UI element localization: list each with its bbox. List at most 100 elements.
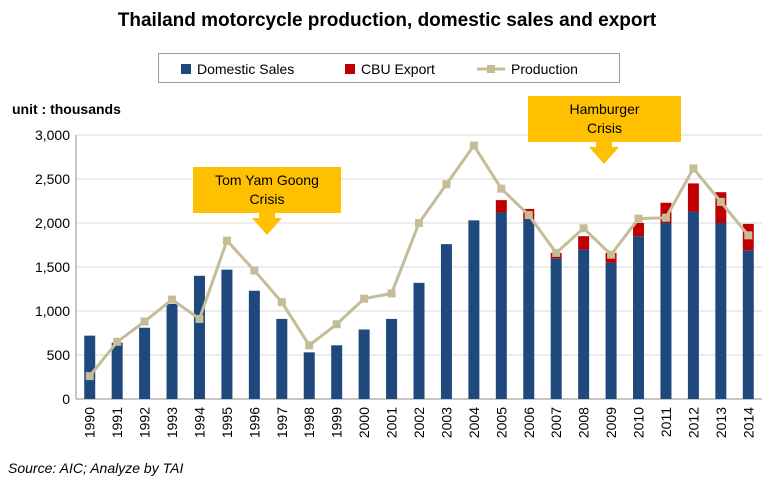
marker-production xyxy=(250,266,259,275)
x-tick-label: 2001 xyxy=(384,407,400,438)
bar-domestic-sales xyxy=(413,282,425,399)
marker-production xyxy=(222,236,231,245)
bar-domestic-sales xyxy=(193,275,205,399)
marker-production xyxy=(607,250,616,259)
marker-production xyxy=(113,337,122,346)
x-tick-label: 2000 xyxy=(356,407,372,438)
y-tick-label: 0 xyxy=(62,391,70,407)
bar-domestic-sales xyxy=(742,250,754,399)
bar-domestic-sales xyxy=(550,258,562,399)
x-tick-label: 1990 xyxy=(82,407,98,438)
y-tick-label: 500 xyxy=(47,347,71,363)
annotation-line: Crisis xyxy=(587,120,622,136)
bar-domestic-sales xyxy=(358,329,370,399)
x-tick-label: 2006 xyxy=(521,407,537,438)
bar-cbu-export xyxy=(687,183,699,212)
x-tick-label: 1996 xyxy=(246,407,262,438)
annotation-hamburger: Hamburger Crisis xyxy=(528,96,681,142)
bar-domestic-sales xyxy=(139,327,151,399)
bar-domestic-sales xyxy=(715,223,727,399)
x-tick-label: 2012 xyxy=(685,407,701,438)
bar-cbu-export xyxy=(715,192,727,223)
bar-domestic-sales xyxy=(687,211,699,399)
x-tick-label: 2008 xyxy=(576,407,592,438)
x-tick-label: 1999 xyxy=(329,407,345,438)
bar-domestic-sales xyxy=(331,345,343,399)
bar-domestic-sales xyxy=(84,335,96,399)
marker-production xyxy=(277,298,286,307)
marker-production xyxy=(168,295,177,304)
legend-marker-production xyxy=(487,65,495,73)
legend-swatch-domestic xyxy=(181,64,191,74)
annotation-arrow xyxy=(252,213,282,235)
x-tick-label: 1991 xyxy=(109,407,125,438)
x-tick-label: 2005 xyxy=(493,407,509,438)
y-tick-label: 2,000 xyxy=(35,215,70,231)
bar-domestic-sales xyxy=(386,318,398,399)
y-tick-label: 3,000 xyxy=(35,127,70,143)
bar-cbu-export xyxy=(633,223,645,237)
marker-production xyxy=(634,214,643,223)
source-note: Source: AIC; Analyze by TAI xyxy=(8,460,184,476)
bar-domestic-sales xyxy=(468,220,480,399)
marker-production xyxy=(360,294,369,303)
x-tick-label: 1994 xyxy=(191,407,207,438)
marker-production xyxy=(442,180,451,189)
x-tick-label: 1993 xyxy=(164,407,180,438)
x-tick-label: 2007 xyxy=(548,407,564,438)
unit-label: unit : thousands xyxy=(12,101,121,117)
y-tick-label: 2,500 xyxy=(35,171,70,187)
x-tick-label: 2013 xyxy=(713,407,729,438)
x-tick-label: 2009 xyxy=(603,407,619,438)
annotation-line: Hamburger xyxy=(569,101,640,117)
bar-domestic-sales xyxy=(523,219,535,399)
x-tick-label: 1992 xyxy=(137,407,153,438)
bar-domestic-sales xyxy=(495,212,507,399)
y-tick-label: 1,500 xyxy=(35,259,70,275)
annotation-line: Crisis xyxy=(249,191,285,207)
bar-domestic-sales xyxy=(248,290,260,399)
bar-domestic-sales xyxy=(440,244,452,399)
marker-production xyxy=(716,197,725,206)
bar-domestic-sales xyxy=(111,342,123,399)
bar-cbu-export xyxy=(660,202,672,223)
marker-production xyxy=(195,314,204,323)
bar-domestic-sales xyxy=(166,303,178,399)
bar-domestic-sales xyxy=(578,249,590,399)
marker-production xyxy=(415,219,423,227)
marker-production xyxy=(469,141,478,150)
bar-domestic-sales xyxy=(660,223,672,399)
bar-domestic-sales xyxy=(221,269,233,399)
annotation-arrow xyxy=(589,142,619,164)
marker-production xyxy=(524,211,533,220)
marker-production xyxy=(305,341,314,350)
x-tick-label: 1995 xyxy=(219,407,235,438)
bar-cbu-export xyxy=(578,236,590,250)
x-tick-label: 2011 xyxy=(658,407,674,437)
marker-production xyxy=(744,231,753,240)
y-tick-label: 1,000 xyxy=(35,303,70,319)
legend-label-domestic: Domestic Sales xyxy=(197,61,294,77)
legend: Domestic Sales CBU Export Production xyxy=(158,53,620,83)
marker-production xyxy=(332,320,341,329)
x-tick-label: 2014 xyxy=(740,407,756,438)
bar-domestic-sales xyxy=(633,236,645,399)
x-tick-label: 1997 xyxy=(274,407,290,438)
marker-production xyxy=(140,317,149,326)
x-tick-label: 1998 xyxy=(301,407,317,438)
x-tick-label: 2004 xyxy=(466,407,482,438)
bar-cbu-export xyxy=(495,200,507,213)
bar-domestic-sales xyxy=(605,262,617,399)
marker-production xyxy=(579,224,588,233)
marker-production xyxy=(552,248,561,257)
marker-production xyxy=(497,184,506,193)
marker-production xyxy=(661,213,670,222)
annotation-line: Tom Yam Goong xyxy=(215,172,319,188)
annotation-tom-yam-goong: Tom Yam Goong Crisis xyxy=(193,167,341,213)
bar-domestic-sales xyxy=(276,318,288,399)
bar-domestic-sales xyxy=(303,352,315,399)
x-tick-label: 2010 xyxy=(631,407,647,438)
marker-production xyxy=(689,164,698,173)
legend-label-production: Production xyxy=(511,61,578,77)
